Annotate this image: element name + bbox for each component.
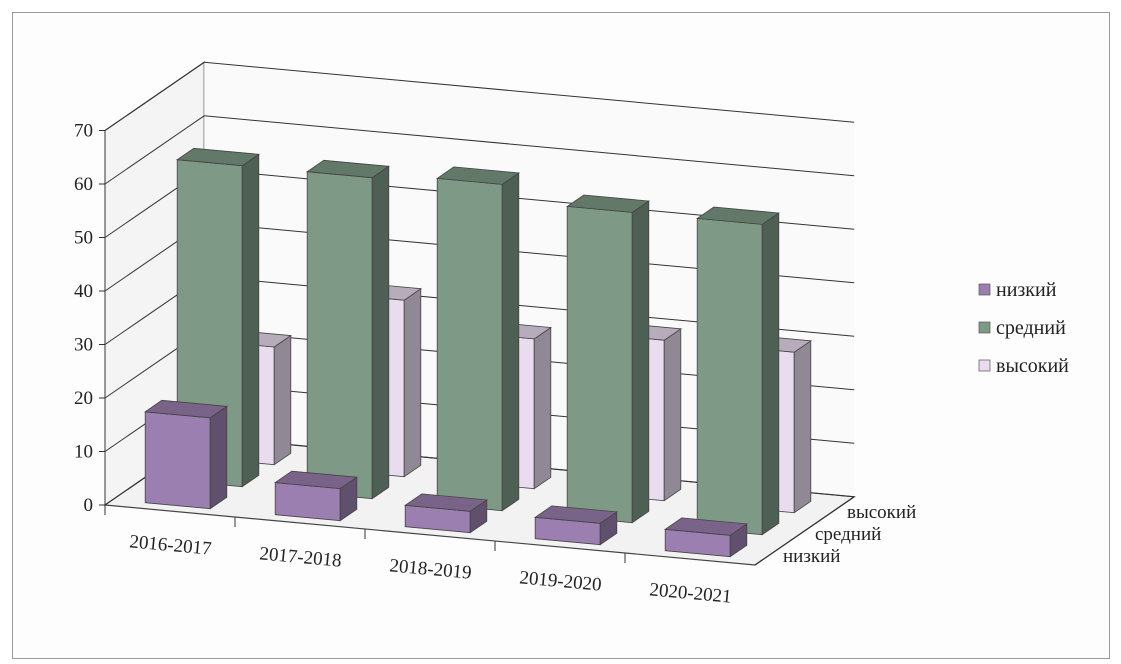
- bar-top: [696, 206, 780, 225]
- depth-axis-line: [754, 496, 855, 566]
- bar-top: [144, 399, 228, 419]
- y-axis-ticks: 0 10 20 30 40 50 60 70: [74, 121, 93, 517]
- y-tick-label: 10: [74, 442, 93, 463]
- bar-front: [274, 482, 341, 522]
- y-tick-label: 70: [74, 121, 93, 142]
- x-category-label: 2019-2020: [519, 567, 603, 596]
- y-tick-label: 20: [74, 388, 93, 409]
- bar: [274, 470, 358, 522]
- bar-side: [631, 200, 650, 524]
- bar-side: [761, 212, 780, 536]
- y-tick-label: 40: [74, 281, 93, 302]
- bar-side: [241, 153, 260, 488]
- bar-top: [534, 505, 618, 524]
- bar-side: [273, 334, 292, 466]
- bar-side: [501, 172, 520, 512]
- legend-swatch: [978, 359, 991, 372]
- y-tick-label: 0: [84, 495, 94, 516]
- bar: [404, 493, 488, 534]
- bar-top: [404, 493, 488, 512]
- legend-label: высокий: [996, 355, 1069, 377]
- bar-front: [566, 205, 633, 524]
- x-category-label: 2020-2021: [649, 579, 733, 608]
- y-tick-label: 50: [74, 228, 93, 249]
- bar-top: [566, 194, 650, 213]
- bar-front: [306, 171, 373, 500]
- bar-top: [436, 166, 520, 185]
- bar: [696, 206, 780, 536]
- bar: [664, 517, 748, 558]
- x-category-label: 2016-2017: [129, 531, 213, 560]
- bar-side: [209, 405, 228, 510]
- legend-swatch: [978, 321, 991, 334]
- bars: [144, 147, 812, 558]
- bar: [306, 159, 390, 500]
- bar: [566, 194, 650, 524]
- bar-front: [144, 411, 211, 510]
- bar-side: [403, 287, 422, 478]
- bar: [144, 399, 228, 510]
- y-tick-label: 30: [74, 335, 93, 356]
- y-tick-label: 60: [74, 174, 93, 195]
- legend-label: низкий: [996, 279, 1057, 301]
- x-category-label: 2017-2018: [259, 543, 343, 572]
- bar-top: [274, 470, 358, 490]
- legend: низкий средний высокий: [978, 279, 1069, 377]
- legend-swatch: [978, 283, 991, 296]
- bar-top: [176, 147, 260, 167]
- bar-side: [663, 328, 682, 502]
- gridline: [104, 115, 855, 185]
- bar: [534, 505, 618, 546]
- bar-side: [371, 165, 390, 500]
- x-category-label: 2018-2019: [389, 555, 473, 584]
- bar-front: [696, 217, 763, 536]
- bar-side: [793, 340, 812, 514]
- bar-side: [533, 326, 552, 490]
- depth-label: низкий: [783, 546, 840, 567]
- legend-label: средний: [996, 317, 1066, 339]
- depth-label: высокий: [847, 502, 916, 523]
- bar-front: [436, 177, 503, 512]
- depth-label: средний: [815, 524, 881, 545]
- bar-top: [664, 517, 748, 536]
- gridline: [104, 61, 855, 131]
- bar: [436, 166, 520, 512]
- bar-top: [306, 159, 390, 179]
